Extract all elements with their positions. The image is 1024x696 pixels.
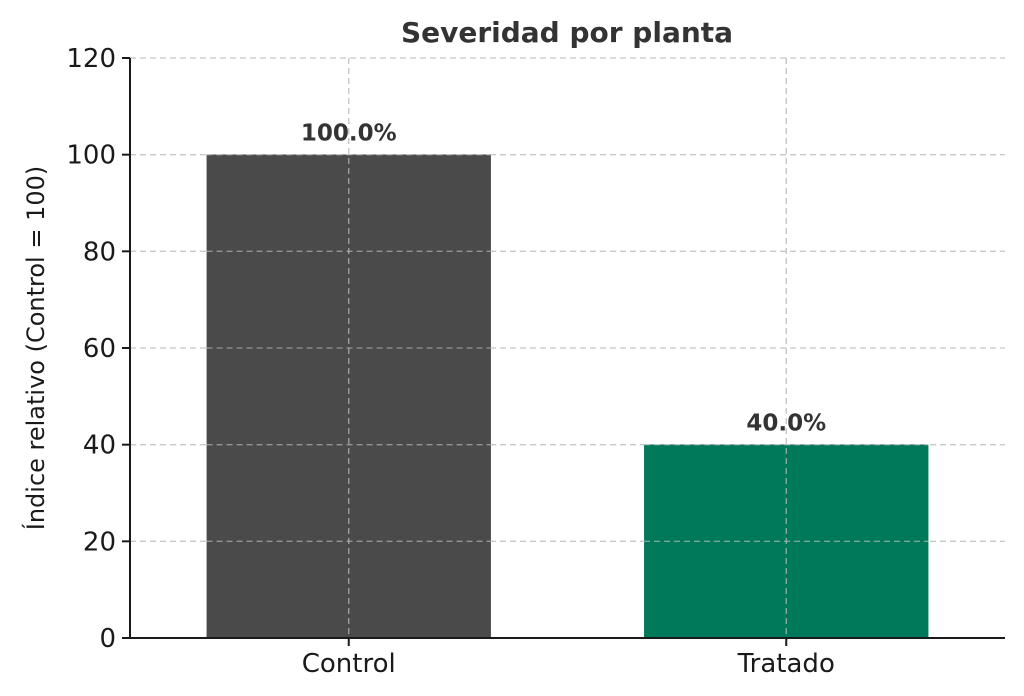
x-tick-label: Tratado — [737, 649, 835, 679]
bars — [206, 58, 929, 638]
y-tick-label: 100 — [66, 141, 116, 171]
y-tick-label: 20 — [83, 527, 116, 557]
y-tick-label: 80 — [83, 237, 116, 267]
y-tick-label: 60 — [83, 334, 116, 364]
y-tick-label: 40 — [83, 431, 116, 461]
chart-title: Severidad por planta — [401, 16, 733, 49]
y-tick-label: 0 — [99, 624, 116, 654]
data-label-control: 100.0% — [301, 121, 397, 147]
x-tick-label: Control — [302, 649, 396, 679]
data-label-tratado: 40.0% — [746, 411, 826, 437]
data-labels: 100.0% 40.0% — [301, 121, 826, 437]
y-tick-label: 120 — [66, 44, 116, 74]
y-axis-label: Índice relativo (Control = 100) — [21, 166, 50, 531]
bar-control — [206, 154, 491, 638]
axes: 0 20 40 60 80 100 120 Control Tratado — [66, 44, 1005, 679]
